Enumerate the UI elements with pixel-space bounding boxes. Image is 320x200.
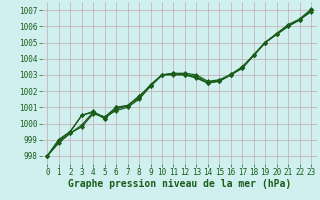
X-axis label: Graphe pression niveau de la mer (hPa): Graphe pression niveau de la mer (hPa): [68, 179, 291, 189]
